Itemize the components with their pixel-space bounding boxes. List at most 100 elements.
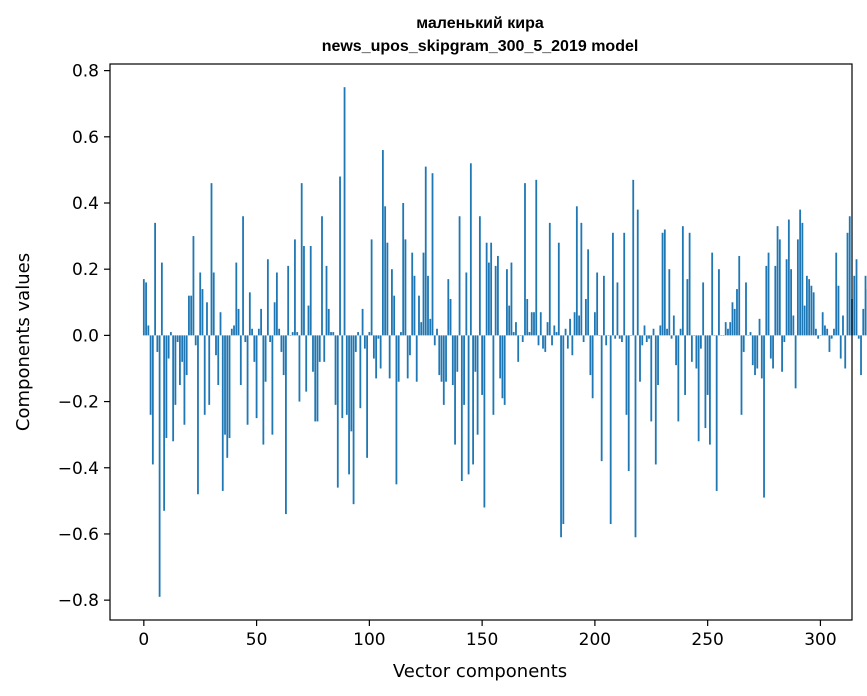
y-tick-label: 0.4	[72, 194, 99, 214]
bar-218	[634, 335, 637, 538]
bar-2	[147, 325, 150, 336]
bar-112	[395, 335, 398, 485]
bar-254	[715, 335, 718, 491]
bar-80	[323, 335, 326, 362]
bar-4	[151, 335, 154, 465]
bar-246	[697, 335, 700, 442]
bar-306	[833, 328, 835, 336]
bar-60	[278, 328, 281, 336]
bar-296	[810, 285, 813, 336]
bar-229	[659, 325, 662, 336]
bar-298	[815, 328, 817, 336]
bar-128	[431, 173, 434, 336]
bar-3	[149, 335, 152, 415]
bar-135	[447, 279, 450, 336]
bar-147	[474, 335, 477, 372]
bar-200	[593, 312, 596, 336]
bar-21	[190, 295, 193, 336]
bar-271	[754, 335, 756, 376]
bar-82	[327, 308, 330, 336]
bar-71	[303, 246, 305, 336]
bar-52	[260, 308, 262, 336]
bar-84	[332, 332, 335, 336]
bar-68	[296, 332, 299, 336]
bar-262	[733, 308, 736, 336]
bar-26	[201, 289, 204, 336]
bar-129	[433, 335, 436, 346]
bar-157	[497, 255, 499, 336]
bar-272	[756, 335, 759, 369]
bar-259	[727, 328, 729, 336]
bar-29	[208, 335, 211, 405]
bar-185	[560, 335, 562, 538]
bar-33	[217, 335, 220, 386]
bar-58	[273, 302, 276, 336]
y-axis-label: Components values	[13, 253, 34, 431]
bar-95	[357, 332, 359, 336]
bar-93	[352, 335, 355, 505]
bar-15	[176, 335, 179, 342]
x-tick-label: 100	[353, 630, 385, 650]
y-tick-label: 0.0	[72, 326, 99, 346]
bar-266	[742, 335, 745, 352]
chart-title-line1: маленький кира	[416, 15, 544, 32]
bar-153	[487, 262, 490, 336]
y-tick-label: −0.8	[58, 591, 99, 611]
bar-191	[573, 312, 576, 336]
bar-193	[578, 315, 580, 336]
bar-248	[702, 282, 705, 336]
bar-132	[440, 335, 443, 382]
bar-17	[181, 335, 184, 362]
bar-9	[163, 335, 166, 511]
bar-281	[776, 226, 779, 336]
bar-303	[826, 328, 829, 336]
bar-170	[526, 298, 529, 336]
bar-28	[206, 302, 208, 336]
bar-289	[794, 335, 797, 389]
bar-232	[666, 328, 668, 336]
bar-293	[803, 305, 806, 336]
bar-221	[641, 335, 644, 346]
bar-66	[291, 332, 294, 336]
bar-270	[751, 335, 754, 366]
bar-234	[670, 335, 673, 339]
bar-161	[506, 269, 508, 336]
x-tick-label: 200	[579, 630, 611, 650]
bar-150	[481, 335, 484, 395]
bar-181	[551, 335, 553, 346]
bar-48	[251, 328, 253, 336]
bar-86	[336, 335, 339, 488]
bar-117	[406, 335, 409, 379]
bar-316	[855, 259, 858, 336]
bar-118	[409, 335, 411, 356]
bar-282	[778, 239, 781, 336]
bar-130	[436, 328, 438, 336]
bar-279	[772, 335, 774, 369]
bar-123	[420, 322, 423, 336]
bar-99	[366, 335, 368, 458]
x-tick-label: 150	[466, 630, 498, 650]
bar-213	[623, 232, 626, 336]
bar-198	[589, 335, 592, 376]
bar-260	[729, 322, 732, 336]
bar-277	[767, 252, 770, 336]
bar-195	[582, 335, 585, 342]
bar-42	[237, 308, 240, 336]
bar-304	[828, 335, 831, 352]
bar-180	[548, 222, 551, 336]
bar-125	[424, 166, 427, 336]
x-axis-label: Vector components	[393, 661, 567, 682]
bar-155	[492, 335, 495, 415]
bar-222	[643, 325, 646, 336]
bar-165	[515, 322, 517, 336]
bar-103	[375, 335, 378, 379]
bar-146	[472, 335, 474, 465]
bar-273	[758, 318, 761, 336]
x-tick-label: 250	[691, 630, 723, 650]
bar-1	[145, 282, 147, 336]
bar-263	[736, 289, 738, 336]
bar-104	[377, 335, 380, 339]
bar-121	[415, 335, 418, 382]
bar-283	[781, 335, 783, 372]
bar-158	[499, 335, 502, 379]
